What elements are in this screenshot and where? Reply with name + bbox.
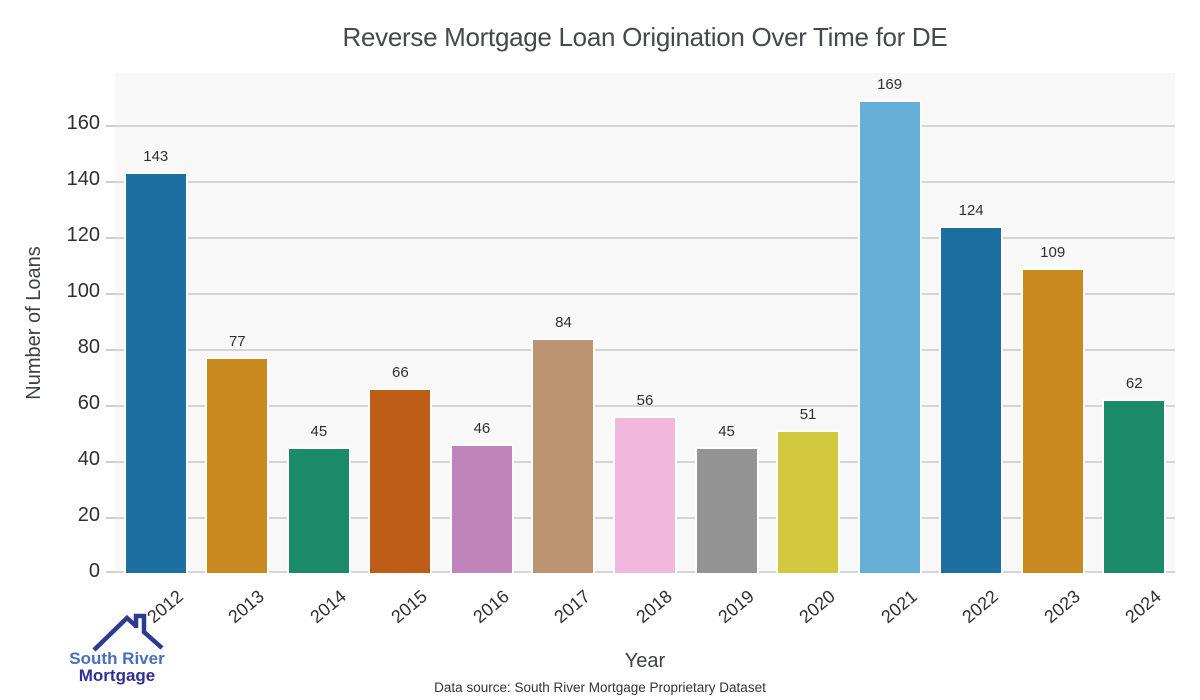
x-tick-label: 2020 bbox=[795, 586, 839, 628]
y-tick-label: 80 bbox=[77, 335, 100, 358]
x-tick-label: 2021 bbox=[876, 586, 921, 628]
y-tick-mark bbox=[106, 292, 115, 295]
y-tick-label: 40 bbox=[77, 447, 100, 470]
y-tick-mark bbox=[106, 124, 115, 127]
gridline-140 bbox=[115, 180, 1175, 183]
chart-title: Reverse Mortgage Loan Origination Over T… bbox=[342, 22, 948, 52]
bar-value-label: 51 bbox=[799, 406, 817, 423]
y-tick-mark bbox=[106, 180, 115, 183]
bar-2015 bbox=[368, 388, 433, 573]
x-tick-label: 2015 bbox=[387, 586, 432, 628]
x-tick-label: 2019 bbox=[713, 586, 758, 628]
bar-2012 bbox=[123, 172, 188, 573]
x-tick-label: 2016 bbox=[469, 586, 513, 628]
y-tick-mark bbox=[106, 571, 115, 573]
bar-value-label: 77 bbox=[228, 333, 246, 350]
x-tick-label: 2023 bbox=[1040, 586, 1084, 628]
bar-2016 bbox=[449, 444, 514, 573]
bar-2024 bbox=[1102, 399, 1167, 573]
y-tick-label: 0 bbox=[88, 560, 100, 582]
gridline-120 bbox=[115, 236, 1175, 239]
y-tick-mark bbox=[106, 460, 115, 463]
y-tick-label: 160 bbox=[66, 111, 100, 134]
logo-text-line2: Mortgage bbox=[78, 666, 156, 685]
bar-value-label: 45 bbox=[718, 423, 735, 440]
bar-2013 bbox=[205, 357, 270, 573]
y-tick-label: 140 bbox=[66, 167, 100, 190]
gridline-60 bbox=[115, 404, 1175, 407]
y-tick-label: 60 bbox=[77, 391, 100, 414]
bar-2022 bbox=[939, 226, 1004, 573]
y-tick-label: 120 bbox=[66, 223, 100, 246]
y-axis-title: Number of Loans bbox=[23, 246, 45, 400]
bar-value-label: 169 bbox=[877, 76, 903, 93]
y-tick-mark bbox=[106, 516, 115, 519]
bar-2018 bbox=[613, 416, 677, 573]
logo: South River Mortgage bbox=[52, 612, 182, 685]
bar-value-label: 62 bbox=[1125, 375, 1143, 392]
y-tick-mark bbox=[106, 236, 115, 239]
gridline-160 bbox=[115, 124, 1175, 127]
x-tick-label: 2024 bbox=[1121, 586, 1166, 628]
bar-value-label: 66 bbox=[392, 364, 409, 381]
bar-2020 bbox=[776, 430, 841, 573]
data-source-note: Data source: South River Mortgage Propri… bbox=[434, 680, 766, 695]
bar-value-label: 46 bbox=[473, 420, 491, 437]
x-axis-title: Year bbox=[624, 650, 666, 672]
gridline-100 bbox=[115, 292, 1175, 295]
y-tick-mark bbox=[106, 348, 115, 351]
logo-text-line1: South River bbox=[69, 649, 165, 668]
y-tick-mark bbox=[106, 404, 115, 407]
bar-2017 bbox=[531, 338, 596, 573]
bar-2019 bbox=[694, 447, 759, 573]
bar-value-label: 124 bbox=[958, 202, 984, 219]
bar-value-label: 143 bbox=[143, 148, 169, 165]
roof-icon bbox=[92, 613, 164, 652]
bar-value-label: 84 bbox=[555, 314, 572, 331]
bar-2021 bbox=[857, 100, 922, 573]
y-tick-label: 100 bbox=[66, 279, 100, 302]
plot-area: 143 77 45 66 46 84 56 45 51 169 124 109 62 bbox=[115, 73, 1175, 573]
y-tick-label: 20 bbox=[77, 503, 100, 526]
gridline-80 bbox=[115, 348, 1175, 351]
bar-value-label: 45 bbox=[310, 423, 328, 440]
bar-2014 bbox=[286, 447, 351, 573]
x-tick-label: 2018 bbox=[632, 586, 676, 628]
x-tick-label: 2017 bbox=[550, 586, 595, 628]
bar-value-label: 109 bbox=[1040, 244, 1066, 261]
x-tick-label: 2022 bbox=[958, 586, 1003, 628]
bar-value-label: 56 bbox=[636, 392, 654, 409]
x-tick-label: 2014 bbox=[306, 586, 350, 628]
bar-2023 bbox=[1020, 268, 1085, 573]
x-tick-label: 2013 bbox=[224, 586, 269, 628]
